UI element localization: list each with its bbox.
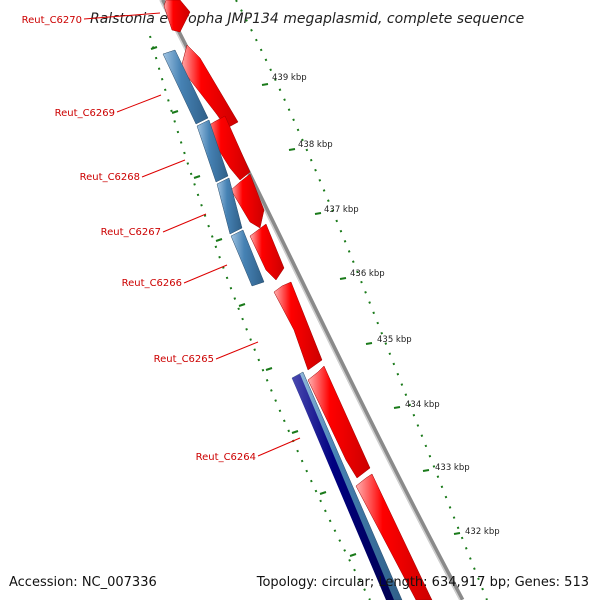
- gene-label-C6264: Reut_C6264: [196, 452, 256, 463]
- leader-C6266: [183, 264, 228, 284]
- tick-439: [261, 83, 269, 86]
- gene-label-C6270: Reut_C6270: [22, 15, 82, 26]
- leader-C6267: [162, 213, 207, 233]
- gene-label-C6266: Reut_C6266: [122, 278, 182, 289]
- scale-label-436: 436 kbp: [350, 269, 385, 279]
- gene-block-2: [196, 119, 229, 183]
- scale-label-435: 435 kbp: [377, 335, 412, 345]
- gene-block-3: [216, 177, 243, 235]
- gene-leader-lines: [83, 12, 301, 457]
- inner-tick: [193, 175, 201, 179]
- scale-label-437: 437 kbp: [324, 205, 359, 215]
- tick-436: [339, 277, 347, 280]
- tick-435: [365, 342, 373, 345]
- scale-label-438: 438 kbp: [298, 140, 333, 150]
- inner-tick: [150, 46, 158, 50]
- inner-tick: [265, 367, 273, 371]
- inner-tick: [291, 430, 299, 434]
- gene-block-1: [162, 49, 209, 125]
- gene-label-C6267: Reut_C6267: [101, 227, 161, 238]
- gene-block-5-dark: [292, 374, 394, 600]
- scale-labels: 439 kbp 438 kbp 437 kbp 436 kbp 435 kbp …: [272, 73, 500, 537]
- gene-arrow-1: [163, 0, 191, 33]
- scale-label-432: 432 kbp: [465, 527, 500, 537]
- inner-ticks: [150, 46, 357, 557]
- map-title: Ralstonia eutropha JMP134 megaplasmid, c…: [90, 11, 524, 27]
- gene-label-C6265: Reut_C6265: [154, 354, 214, 365]
- gene-arrow-8: [355, 473, 433, 600]
- gene-arrow-7: [307, 365, 371, 479]
- inner-tick: [238, 303, 246, 307]
- leader-C6265: [215, 341, 259, 360]
- inner-tick: [171, 110, 179, 114]
- gene-block-4: [230, 229, 265, 287]
- inner-tick: [349, 553, 357, 557]
- gene-labels: Reut_C6270 Reut_C6269 Reut_C6268 Reut_C6…: [22, 15, 256, 463]
- tick-432: [453, 532, 461, 535]
- leader-C6264: [257, 437, 301, 457]
- forward-genes: [163, 0, 433, 600]
- inner-tick: [319, 491, 327, 495]
- tick-438: [288, 148, 296, 151]
- leader-C6270: [83, 12, 161, 20]
- topology-text: Topology: circular; Length: 634,917 bp; …: [256, 575, 589, 590]
- scale-ring-inner: [149, 35, 371, 600]
- reverse-genes: [162, 49, 403, 600]
- scale-label-434: 434 kbp: [405, 400, 440, 410]
- scale-label-439: 439 kbp: [272, 73, 307, 83]
- major-ticks: [261, 83, 461, 535]
- leader-C6269: [116, 94, 162, 113]
- gene-arrow-6: [273, 281, 323, 371]
- tick-437: [314, 212, 322, 215]
- leader-C6268: [141, 159, 186, 178]
- gene-label-C6269: Reut_C6269: [55, 108, 115, 119]
- gene-label-C6268: Reut_C6268: [80, 172, 140, 183]
- scale-label-433: 433 kbp: [435, 463, 470, 473]
- scale-ring-outer: [235, 0, 488, 600]
- gene-arrow-5: [249, 223, 285, 281]
- accession-text: Accession: NC_007336: [9, 575, 157, 590]
- inner-tick: [215, 238, 223, 242]
- tick-434: [393, 406, 401, 409]
- tick-433: [422, 469, 430, 472]
